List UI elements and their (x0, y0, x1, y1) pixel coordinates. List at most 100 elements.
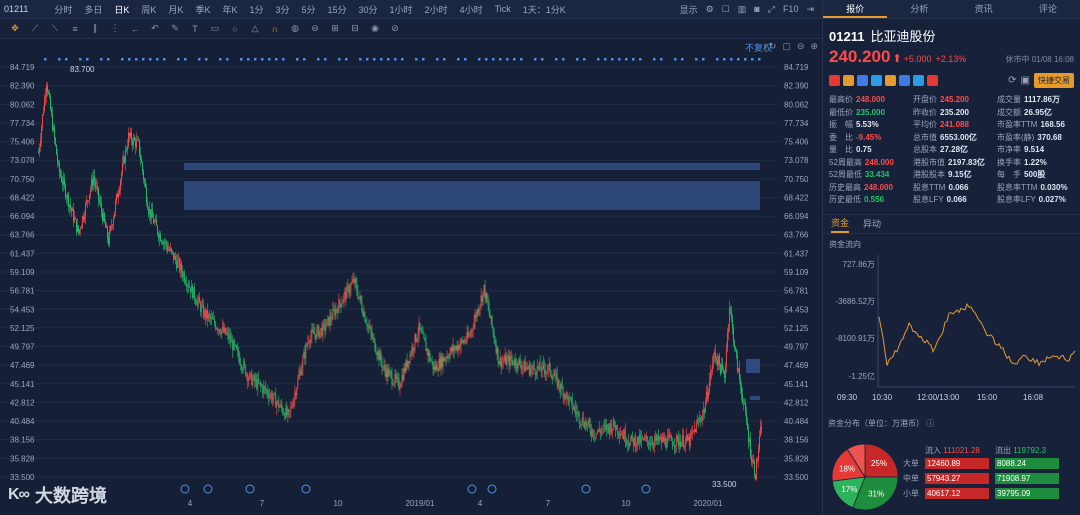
checkbox-icon[interactable]: ☐ (721, 3, 730, 14)
window-icon[interactable]: ▢ (782, 41, 791, 51)
candle-body (171, 248, 172, 251)
event-dot (758, 58, 761, 61)
row-label: 小单 (903, 489, 919, 498)
tab-news[interactable]: 资讯 (974, 4, 993, 14)
kline-svg[interactable]: 84.719 84.719 82.390 82.390 80.062 80.062 77.7… (0, 39, 822, 515)
grid-icon[interactable]: ⊞ (331, 23, 339, 33)
y-tick-left: 35.828 (10, 454, 35, 463)
high-label: 83.700 (70, 65, 95, 74)
badge-icon[interactable] (829, 75, 840, 86)
tab-weekly-k[interactable]: 周K (141, 4, 157, 15)
candle-body (98, 187, 99, 199)
tab-capital[interactable]: 资金 (831, 215, 850, 233)
candle-body (369, 327, 371, 328)
y-tick-left: 75.406 (10, 138, 35, 147)
quick-trade-button[interactable]: 快捷交易 (1034, 73, 1074, 88)
settings-icon[interactable]: ⚙ (705, 3, 714, 14)
line-tool-icon[interactable]: ⟋ (31, 23, 39, 33)
candle-body (405, 360, 407, 372)
eye-icon[interactable]: ◉ (371, 23, 379, 33)
tab-1min[interactable]: 1分 (249, 4, 264, 15)
sync-icon[interactable]: ⟳ (1008, 75, 1017, 86)
adjust-mode-button[interactable]: 不复权 (744, 43, 772, 53)
candle-body (148, 208, 149, 215)
badge-icon[interactable] (885, 75, 896, 86)
badge-icon[interactable] (899, 75, 910, 86)
y-tick-right: 59.109 (784, 268, 809, 277)
candle-body (611, 428, 613, 433)
candle-body (136, 139, 137, 147)
globe-icon[interactable]: ⊖ (311, 23, 319, 33)
layout-icon[interactable]: ▥ (737, 3, 747, 14)
refresh-icon[interactable]: ↻ (768, 41, 777, 51)
tab-2hour[interactable]: 2小时 (424, 4, 448, 15)
tab-5min[interactable]: 5分 (301, 4, 316, 15)
tab-daily-k[interactable]: 日K (114, 4, 130, 15)
rect-tool-icon[interactable]: ▭ (210, 23, 220, 33)
y-tick-right: 45.141 (784, 380, 809, 389)
candle-body (638, 434, 640, 444)
help-icon[interactable]: ⓘ (926, 419, 935, 428)
tab-multiday[interactable]: 多日 (84, 4, 103, 15)
candle-body (591, 429, 593, 435)
candle-body (461, 339, 463, 341)
period-select[interactable]: 1天：1分K (522, 4, 566, 15)
event-dot (359, 58, 362, 61)
tab-comments[interactable]: 评论 (1038, 4, 1057, 14)
tab-quarterly-k[interactable]: 季K (195, 4, 211, 15)
tab-monthly-k[interactable]: 月K (168, 4, 184, 15)
lock-icon[interactable]: ⊟ (351, 23, 359, 33)
candle-body (273, 393, 275, 399)
candle-body (49, 93, 50, 97)
undo-icon[interactable]: ↶ (151, 23, 159, 33)
tab-quote[interactable]: 报价 (823, 0, 888, 18)
quote-value: 5.53% (856, 120, 879, 129)
ellipse-tool-icon[interactable]: ○ (232, 23, 238, 34)
tab-tick[interactable]: Tick (494, 4, 511, 14)
fullscreen-icon[interactable]: ⤢ (767, 3, 775, 14)
ray-tool-icon[interactable]: ⟍ (51, 23, 59, 33)
display-menu[interactable]: 显示 (679, 4, 698, 15)
event-dot (58, 58, 61, 61)
text-tool-icon[interactable]: T (192, 23, 198, 34)
circle-icon[interactable]: ◍ (291, 23, 299, 33)
tab-4hour[interactable]: 4小时 (459, 4, 483, 15)
magnet-icon[interactable]: ∩ (271, 23, 279, 34)
heart-icon[interactable] (927, 75, 938, 86)
alert-icon[interactable]: ▣ (1020, 75, 1030, 86)
candle-body (457, 345, 459, 351)
candle-body (205, 310, 207, 319)
stock-code-select[interactable]: 01211 (4, 4, 29, 14)
crosshair-icon[interactable]: ✥ (11, 23, 19, 33)
arrow-tool-icon[interactable]: ← (130, 23, 140, 34)
plus-icon[interactable]: ⊕ (810, 41, 818, 51)
candle-body (543, 364, 545, 370)
tab-yearly-k[interactable]: 年K (222, 4, 238, 15)
parallel-tool-icon[interactable]: ∥ (92, 23, 98, 33)
tab-3min[interactable]: 3分 (275, 4, 290, 15)
candle-body (208, 314, 210, 320)
tab-analysis[interactable]: 分析 (910, 4, 929, 14)
tab-movements[interactable]: 异动 (863, 219, 882, 229)
tab-30min[interactable]: 30分 (358, 4, 378, 15)
minus-icon[interactable]: ⊖ (796, 41, 805, 51)
badge-icon[interactable] (843, 75, 854, 86)
fib-tool-icon[interactable]: ⋮ (110, 23, 120, 33)
tab-1hour[interactable]: 1小时 (389, 4, 413, 15)
triangle-tool-icon[interactable]: △ (251, 23, 259, 33)
candle-body (296, 388, 298, 396)
kline-chart[interactable]: 84.719 84.719 82.390 82.390 80.062 80.062 77.7… (0, 39, 822, 515)
tab-15min[interactable]: 15分 (327, 4, 347, 15)
tab-timeshare[interactable]: 分时 (54, 4, 73, 15)
trash-icon[interactable]: ⊘ (391, 23, 399, 33)
event-dot (506, 58, 509, 61)
candle-body (323, 323, 325, 324)
camera-icon[interactable]: ◙ (754, 4, 760, 14)
badge-icon[interactable] (913, 75, 924, 86)
badge-icon[interactable] (871, 75, 882, 86)
collapse-icon[interactable]: ⇥ (806, 3, 814, 14)
f10-button[interactable]: F10 (782, 4, 799, 14)
pencil-icon[interactable]: ✎ (171, 23, 179, 33)
channel-tool-icon[interactable]: ≡ (72, 23, 78, 34)
badge-icon[interactable] (857, 75, 868, 86)
